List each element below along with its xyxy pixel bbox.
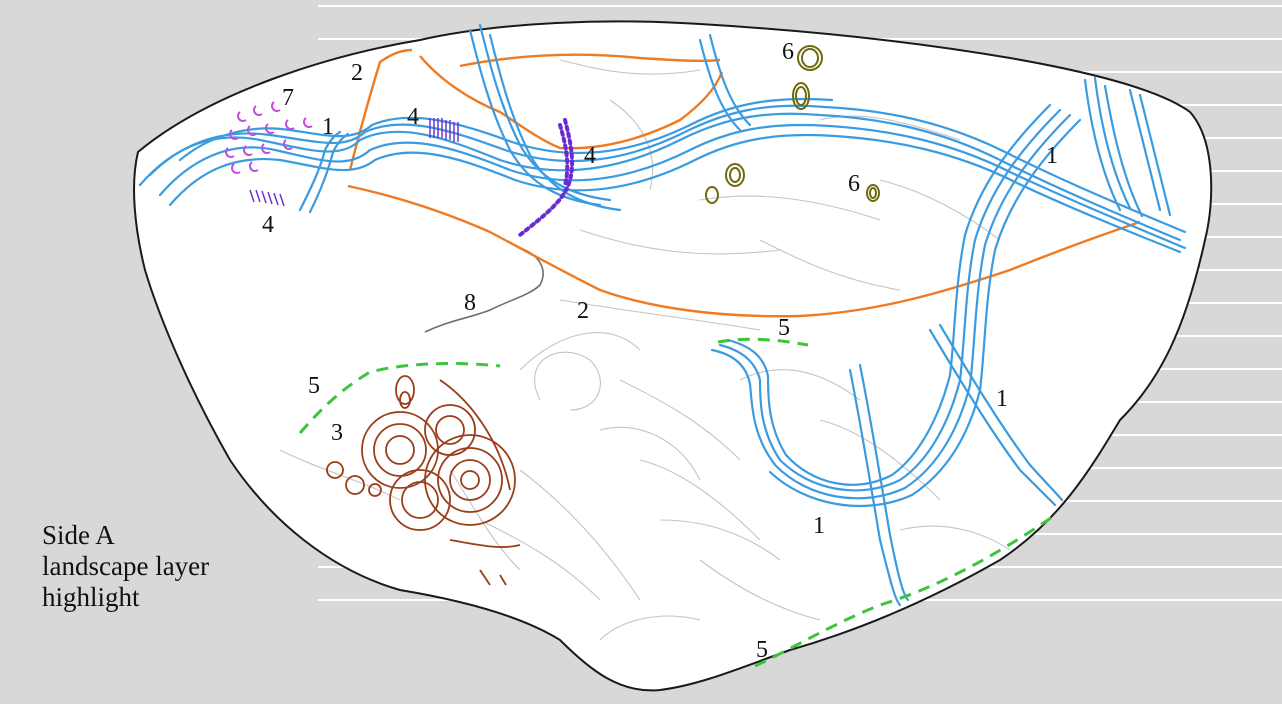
caption-line-3: highlight	[42, 582, 140, 612]
label-5-a: 5	[308, 373, 320, 399]
label-2-b: 2	[577, 298, 589, 324]
layer-4-purple	[518, 118, 575, 237]
caption-line-2: landscape layer	[42, 551, 210, 581]
label-1-d: 1	[813, 513, 825, 539]
stone-outline	[133, 20, 1213, 692]
label-7: 7	[282, 85, 294, 111]
layer-2-outline	[347, 48, 1141, 318]
layer-8-contour	[424, 247, 544, 333]
label-5-b: 5	[778, 315, 790, 341]
label-4-b: 4	[584, 143, 596, 169]
diagram-labels: 1 1 1 1 2 2 3 4 4 4 5 5 5 6 6 7 8	[262, 39, 1058, 663]
label-1-b: 1	[1046, 143, 1058, 169]
background-incisions	[279, 59, 1011, 641]
label-4-c: 4	[262, 212, 274, 238]
label-6-b: 6	[848, 171, 860, 197]
label-1-c: 1	[996, 386, 1008, 412]
layer-6-olive	[705, 45, 880, 204]
label-3: 3	[331, 420, 343, 446]
layer-7-magenta	[225, 101, 313, 174]
layer-4-hatch	[249, 118, 459, 207]
figure-caption: Side A landscape layer highlight	[42, 520, 209, 613]
layer-3-spirals	[326, 375, 521, 586]
label-1-a: 1	[322, 114, 334, 140]
layer-1-river	[138, 23, 1187, 607]
label-6-a: 6	[782, 39, 794, 65]
label-5-c: 5	[756, 637, 768, 663]
layer-5-green	[298, 337, 1056, 668]
label-8: 8	[464, 290, 476, 316]
label-4-a: 4	[407, 104, 419, 130]
caption-line-1: Side A	[42, 520, 115, 550]
label-2-a: 2	[351, 60, 363, 86]
